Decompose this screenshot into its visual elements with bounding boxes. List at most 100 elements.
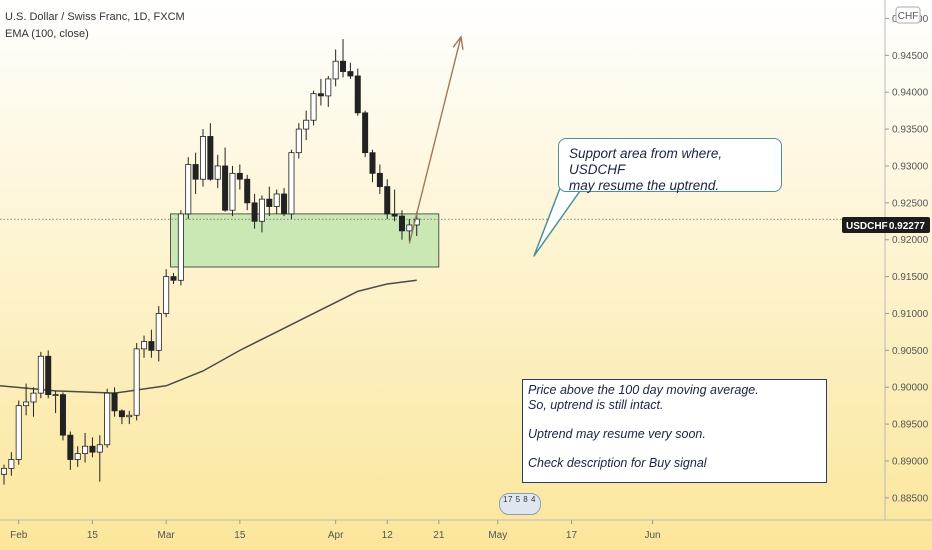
candle[interactable] (273, 189, 280, 214)
candle[interactable] (347, 62, 354, 79)
candle[interactable] (317, 78, 324, 106)
candle-body-up (310, 93, 317, 121)
candle[interactable] (251, 193, 258, 229)
indicator-title[interactable]: EMA (100, close) (5, 28, 89, 40)
candle[interactable] (23, 383, 30, 416)
last-price-label-bg (842, 217, 930, 233)
candle[interactable] (222, 147, 229, 212)
candle[interactable] (295, 123, 302, 159)
candle[interactable] (74, 446, 81, 467)
analysis-line-6: Check description for Buy signal (528, 455, 707, 470)
candle-body-up (8, 459, 15, 469)
candle[interactable] (8, 452, 15, 476)
candle[interactable] (406, 219, 413, 242)
time-tick-label: 15 (87, 530, 99, 541)
candle[interactable] (104, 388, 111, 448)
candle-body-up (258, 198, 265, 222)
support-callout[interactable]: Support area from where, USDCHF may resu… (558, 138, 782, 193)
time-axis[interactable]: Feb 15 Mar 15 Apr 12 21 May 17 Jun (10, 520, 661, 541)
candle[interactable] (332, 49, 339, 87)
candle[interactable] (59, 392, 66, 441)
time-tick-label: Mar (158, 530, 176, 541)
candle[interactable] (155, 306, 162, 362)
candle[interactable] (170, 272, 177, 284)
candle[interactable] (111, 387, 118, 417)
candle-body-up (199, 136, 206, 180)
candle-body-down (376, 172, 383, 188)
candle[interactable] (37, 351, 44, 399)
candle[interactable] (354, 68, 361, 116)
candle[interactable] (398, 210, 405, 240)
candle-body-up (214, 165, 221, 180)
candle-body-up (126, 414, 133, 418)
candle-body-up (141, 341, 148, 350)
candle[interactable] (163, 269, 170, 318)
candle[interactable] (30, 387, 37, 417)
candle[interactable] (96, 435, 103, 482)
candle[interactable] (384, 179, 391, 220)
candle[interactable] (303, 110, 310, 141)
candles[interactable] (0, 39, 420, 485)
candle[interactable] (185, 157, 192, 220)
candle[interactable] (288, 149, 295, 220)
candle[interactable] (199, 129, 206, 187)
candle[interactable] (52, 390, 59, 414)
candle[interactable] (236, 164, 243, 190)
candle[interactable] (310, 90, 317, 126)
candle[interactable] (325, 75, 332, 107)
support-zone[interactable] (170, 213, 440, 268)
candle[interactable] (362, 110, 369, 158)
candle[interactable] (376, 164, 383, 194)
candle[interactable] (148, 329, 155, 358)
analysis-textbox[interactable]: Price above the 100 day moving average. … (522, 379, 827, 483)
candle[interactable] (118, 409, 125, 425)
candle[interactable] (126, 410, 133, 425)
events-badge[interactable]: 17 5 8 4 (499, 493, 541, 515)
uptrend-arrow[interactable] (408, 36, 462, 244)
candle[interactable] (67, 431, 74, 470)
price-tick-label: 0.94000 (892, 88, 929, 99)
time-tick-label: 21 (433, 530, 445, 541)
candle[interactable] (141, 335, 148, 358)
candle[interactable] (82, 432, 89, 463)
candle[interactable] (89, 437, 96, 458)
candle[interactable] (266, 186, 273, 217)
support-callout-line-2: may resume the uptrend. (569, 178, 720, 193)
price-tick-label: 0.92500 (892, 198, 929, 209)
price-tick-label: 0.90500 (892, 346, 929, 357)
candle[interactable] (281, 188, 288, 217)
candle[interactable] (0, 464, 7, 485)
candle[interactable] (192, 152, 199, 194)
currency-box[interactable] (895, 6, 921, 24)
currency-label: CHF (898, 11, 919, 22)
candle-body-up (295, 128, 302, 154)
candle[interactable] (207, 123, 214, 181)
candle[interactable] (229, 165, 236, 217)
candle-body-up (15, 405, 22, 460)
candle[interactable] (244, 174, 251, 211)
candle[interactable] (15, 400, 22, 465)
price-tick-label: 0.92000 (892, 235, 929, 246)
candle-body-up (273, 193, 280, 207)
candle-body-up (185, 164, 192, 215)
candle[interactable] (340, 39, 347, 78)
candle-body-up (332, 60, 339, 80)
candle-body-down (45, 355, 52, 396)
candle-body-down (59, 394, 66, 436)
time-tick-label: 15 (234, 530, 246, 541)
time-tick-label: Feb (10, 530, 28, 541)
candle[interactable] (258, 195, 265, 233)
candle-body-up (104, 392, 111, 446)
candle-body-down (391, 213, 398, 217)
candle[interactable] (45, 350, 52, 399)
candle[interactable] (369, 149, 376, 183)
candle[interactable] (391, 189, 398, 222)
symbol-title[interactable]: U.S. Dollar / Swiss Franc, 1D, FXCM (5, 11, 185, 23)
analysis-line-1: Price above the 100 day moving average. (528, 383, 759, 397)
candle[interactable] (214, 154, 221, 189)
price-tick-label: 0.90000 (892, 383, 929, 394)
candle[interactable] (133, 342, 140, 421)
events-badge-counts: 17 5 8 4 (503, 495, 536, 504)
candle[interactable] (177, 210, 184, 286)
